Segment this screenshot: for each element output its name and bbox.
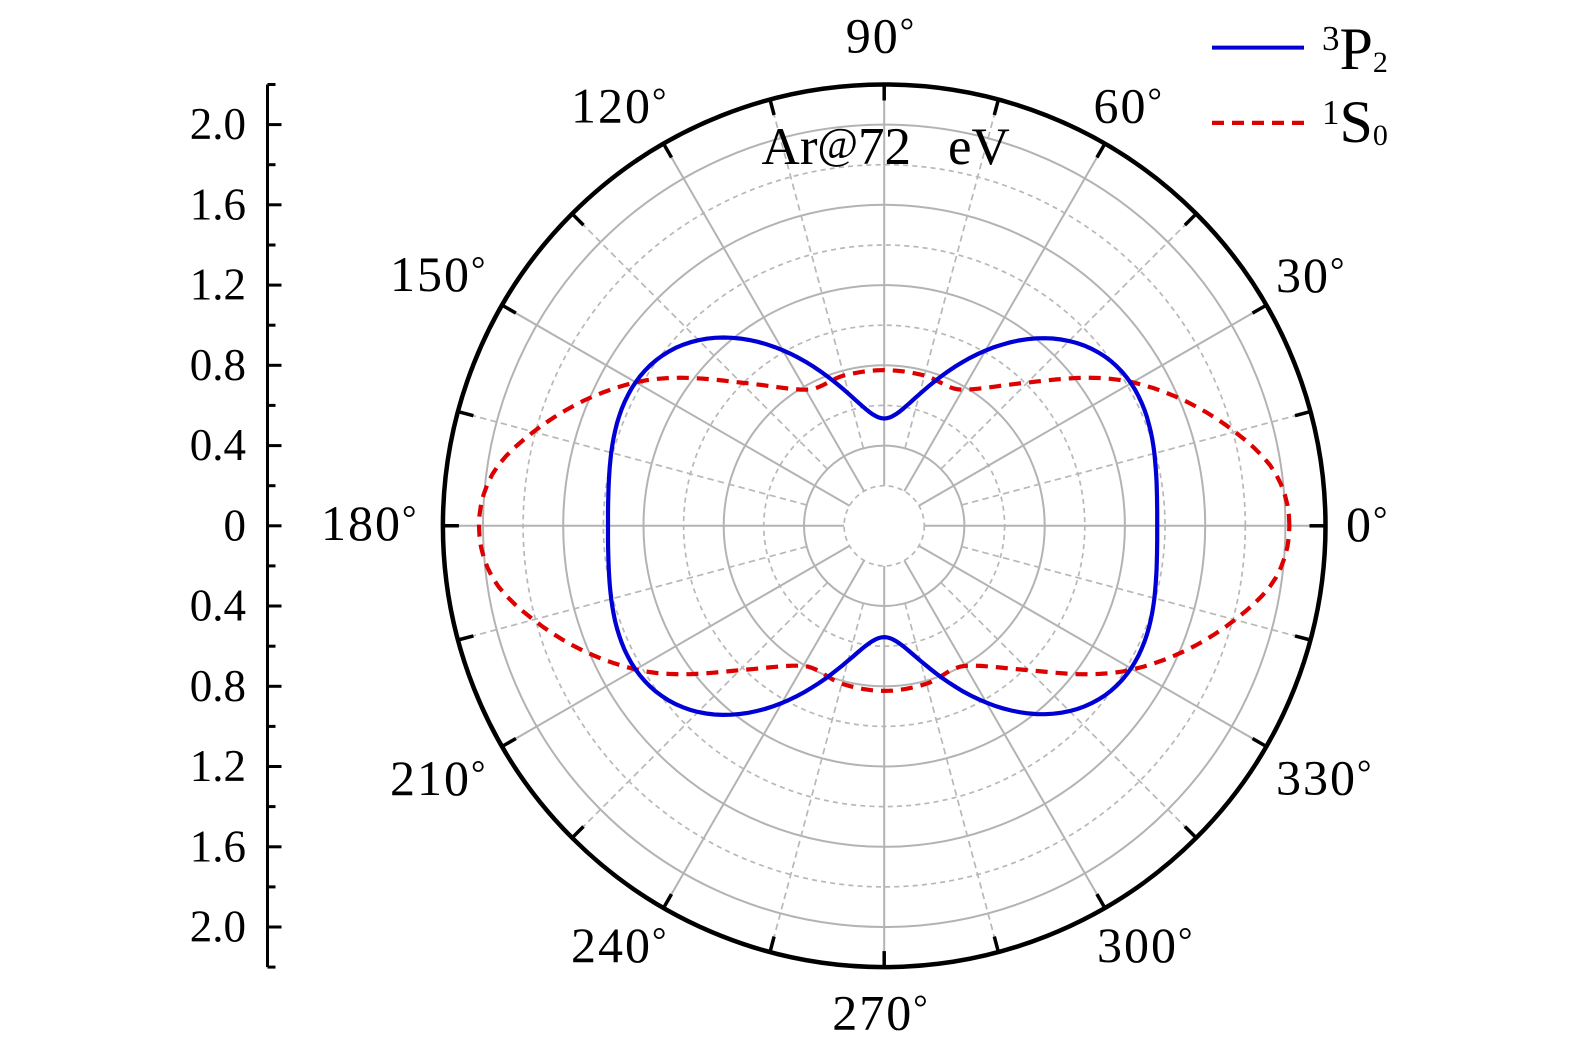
svg-text:3P2: 3P2 — [1322, 16, 1388, 82]
svg-text:300°: 300° — [1097, 917, 1194, 973]
svg-text:240°: 240° — [571, 917, 668, 973]
svg-text:1S0: 1S0 — [1322, 89, 1388, 155]
svg-text:0: 0 — [224, 500, 247, 550]
svg-text:0.4: 0.4 — [190, 581, 246, 631]
svg-text:330°: 330° — [1276, 749, 1373, 805]
svg-text:1.2: 1.2 — [190, 741, 246, 791]
svg-text:120°: 120° — [571, 78, 668, 134]
svg-text:2.0: 2.0 — [190, 902, 246, 952]
svg-text:210°: 210° — [390, 750, 487, 806]
svg-text:1.6: 1.6 — [190, 821, 246, 871]
svg-text:0.8: 0.8 — [190, 661, 246, 711]
svg-text:1.2: 1.2 — [190, 260, 246, 310]
svg-text:0.8: 0.8 — [190, 340, 246, 390]
svg-text:2.0: 2.0 — [190, 99, 246, 149]
svg-text:270°: 270° — [832, 985, 929, 1041]
svg-text:0.4: 0.4 — [190, 420, 246, 470]
svg-text:1.6: 1.6 — [190, 179, 246, 229]
svg-text:180°: 180° — [321, 495, 418, 551]
svg-text:150°: 150° — [390, 246, 487, 302]
